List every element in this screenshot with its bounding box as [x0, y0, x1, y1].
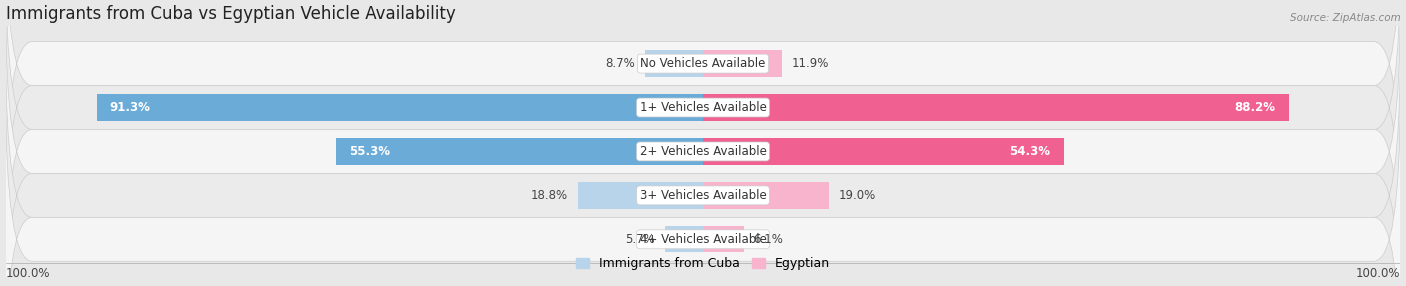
Text: 2+ Vehicles Available: 2+ Vehicles Available: [640, 145, 766, 158]
Legend: Immigrants from Cuba, Egyptian: Immigrants from Cuba, Egyptian: [571, 253, 835, 275]
Bar: [703, 94, 1289, 121]
Text: 91.3%: 91.3%: [110, 101, 150, 114]
Text: 11.9%: 11.9%: [792, 57, 830, 70]
Bar: [665, 226, 703, 253]
Bar: [703, 226, 744, 253]
Bar: [336, 138, 703, 165]
Text: 5.7%: 5.7%: [626, 233, 655, 246]
FancyBboxPatch shape: [6, 86, 1400, 286]
FancyBboxPatch shape: [6, 0, 1400, 261]
Text: 4+ Vehicles Available: 4+ Vehicles Available: [640, 233, 766, 246]
Bar: [645, 50, 703, 77]
Text: 1+ Vehicles Available: 1+ Vehicles Available: [640, 101, 766, 114]
Text: Source: ZipAtlas.com: Source: ZipAtlas.com: [1289, 13, 1400, 23]
Text: 6.1%: 6.1%: [754, 233, 783, 246]
Bar: [703, 182, 830, 208]
Text: 8.7%: 8.7%: [606, 57, 636, 70]
Text: Immigrants from Cuba vs Egyptian Vehicle Availability: Immigrants from Cuba vs Egyptian Vehicle…: [6, 5, 456, 23]
Text: 88.2%: 88.2%: [1234, 101, 1275, 114]
Text: 19.0%: 19.0%: [839, 189, 876, 202]
Text: 54.3%: 54.3%: [1010, 145, 1050, 158]
Bar: [703, 138, 1064, 165]
Text: No Vehicles Available: No Vehicles Available: [640, 57, 766, 70]
FancyBboxPatch shape: [6, 0, 1400, 217]
Text: 18.8%: 18.8%: [531, 189, 568, 202]
FancyBboxPatch shape: [6, 0, 1400, 286]
Text: 55.3%: 55.3%: [349, 145, 389, 158]
Text: 3+ Vehicles Available: 3+ Vehicles Available: [640, 189, 766, 202]
Bar: [703, 50, 782, 77]
Bar: [578, 182, 703, 208]
FancyBboxPatch shape: [6, 42, 1400, 286]
Text: 100.0%: 100.0%: [6, 267, 51, 280]
Text: 100.0%: 100.0%: [1355, 267, 1400, 280]
Bar: [97, 94, 703, 121]
